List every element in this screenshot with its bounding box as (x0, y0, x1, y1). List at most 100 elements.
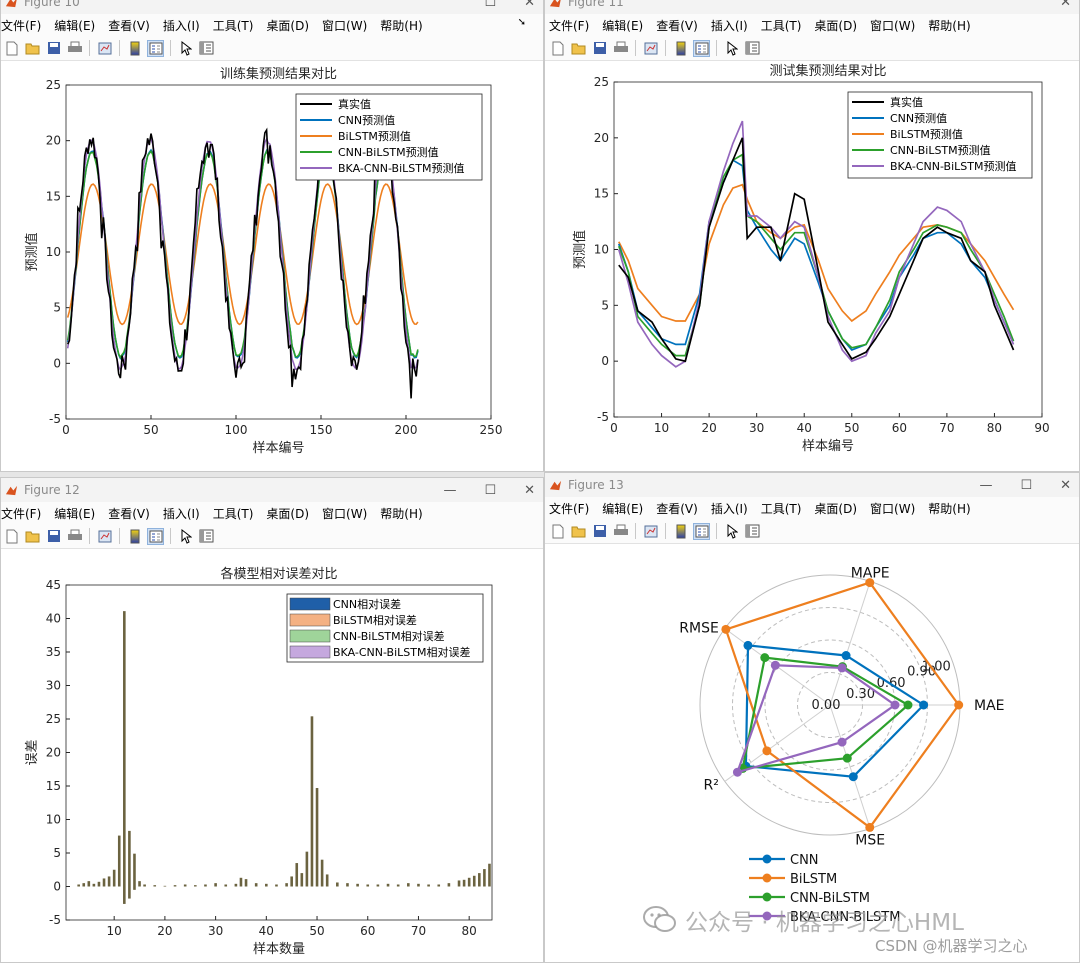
menu-edit[interactable]: 编辑(E) (54, 18, 96, 33)
link-plot-icon[interactable] (642, 523, 659, 540)
dock-arrow-icon[interactable]: ➘ (517, 17, 526, 28)
menu-file[interactable]: 文件(F) (549, 501, 590, 516)
legend-icon[interactable] (693, 39, 710, 57)
title-bar[interactable]: Figure 12 — ☐ ✕ (1, 478, 543, 502)
new-file-icon[interactable] (3, 40, 20, 57)
menu-help[interactable]: 帮助(H) (928, 501, 971, 516)
open-folder-icon[interactable] (570, 40, 587, 57)
menu-insert[interactable]: 插入(I) (710, 501, 748, 516)
menu-file[interactable]: 文件(F) (1, 506, 42, 521)
menu-edit[interactable]: 编辑(E) (602, 18, 644, 33)
menu-bar: 文件(F) 编辑(E) 查看(V) 插入(I) 工具(T) 桌面(D) 窗口(W… (1, 14, 543, 36)
link-plot-icon[interactable] (642, 40, 659, 57)
open-folder-icon[interactable] (570, 523, 587, 540)
menu-desktop[interactable]: 桌面(D) (814, 501, 858, 516)
colorbar-icon[interactable] (672, 523, 689, 540)
radar-spoke (829, 704, 871, 829)
menu-edit[interactable]: 编辑(E) (602, 501, 644, 516)
property-editor-icon[interactable] (198, 40, 215, 57)
link-plot-icon[interactable] (96, 528, 113, 545)
menu-insert[interactable]: 插入(I) (710, 18, 748, 33)
menu-view[interactable]: 查看(V) (656, 18, 698, 33)
save-icon[interactable] (591, 40, 608, 57)
title-bar[interactable]: Figure 13 — ☐ ✕ (545, 473, 1079, 497)
save-icon[interactable] (591, 523, 608, 540)
menu-view[interactable]: 查看(V) (656, 501, 698, 516)
menu-tools[interactable]: 工具(T) (760, 18, 802, 33)
menu-insert[interactable]: 插入(I) (162, 18, 200, 33)
pointer-icon[interactable] (723, 523, 740, 540)
property-editor-icon[interactable] (744, 523, 761, 540)
close-icon[interactable]: ✕ (1060, 477, 1071, 493)
save-icon[interactable] (45, 40, 62, 57)
radial-tick-label: 0.90 (907, 665, 936, 680)
matlab-icon (5, 0, 17, 7)
open-folder-icon[interactable] (24, 528, 41, 545)
legend-marker (762, 873, 772, 883)
menu-window[interactable]: 窗口(W) (322, 18, 368, 33)
open-folder-icon[interactable] (24, 40, 41, 57)
new-file-icon[interactable] (549, 40, 566, 57)
maximize-icon[interactable]: ☐ (484, 0, 497, 10)
pointer-icon[interactable] (177, 40, 194, 57)
legend-marker (762, 911, 772, 921)
menu-insert[interactable]: 插入(I) (162, 506, 200, 521)
menu-desktop[interactable]: 桌面(D) (266, 18, 310, 33)
print-icon[interactable] (66, 40, 83, 57)
menu-help[interactable]: 帮助(H) (928, 18, 971, 33)
cnn-radar-point (848, 772, 858, 782)
print-icon[interactable] (66, 528, 83, 545)
y-axis-label: 预测值 (24, 232, 40, 271)
menu-file[interactable]: 文件(F) (1, 18, 42, 33)
cnnbilstm-radar-point (903, 700, 913, 710)
error-bar (77, 884, 80, 887)
link-plot-icon[interactable] (96, 40, 113, 57)
toolbar-separator (119, 528, 120, 544)
menu-edit[interactable]: 编辑(E) (54, 506, 96, 521)
save-icon[interactable] (45, 528, 62, 545)
menu-file[interactable]: 文件(F) (549, 18, 590, 33)
new-file-icon[interactable] (3, 528, 20, 545)
menu-window[interactable]: 窗口(W) (870, 501, 916, 516)
x-axis-label: 样本数量 (253, 942, 305, 957)
legend-label: CNN-BiLSTM预测值 (890, 144, 991, 157)
close-icon[interactable]: ✕ (524, 482, 535, 498)
menu-tools[interactable]: 工具(T) (212, 506, 254, 521)
menu-view[interactable]: 查看(V) (108, 18, 150, 33)
colorbar-icon[interactable] (672, 40, 689, 57)
legend-icon[interactable] (693, 522, 710, 540)
menu-desktop[interactable]: 桌面(D) (814, 18, 858, 33)
maximize-icon[interactable]: ☐ (484, 482, 497, 498)
error-bar (376, 884, 380, 887)
title-bar[interactable]: Figure 10 ☐ ✕ (1, 0, 543, 14)
title-bar[interactable]: Figure 11 ✕ (545, 0, 1079, 14)
property-editor-icon[interactable] (198, 528, 215, 545)
menu-tools[interactable]: 工具(T) (760, 501, 802, 516)
menu-tools[interactable]: 工具(T) (212, 18, 254, 33)
legend-icon[interactable] (147, 527, 164, 545)
bilstm-radar-line (724, 581, 961, 829)
colorbar-icon[interactable] (126, 40, 143, 57)
print-icon[interactable] (612, 40, 629, 57)
minimize-icon[interactable]: — (443, 482, 457, 498)
property-editor-icon[interactable] (744, 40, 761, 57)
new-file-icon[interactable] (549, 523, 566, 540)
colorbar-icon[interactable] (126, 528, 143, 545)
print-icon[interactable] (612, 523, 629, 540)
menu-window[interactable]: 窗口(W) (870, 18, 916, 33)
y-tick-label: 25 (46, 712, 61, 726)
pointer-icon[interactable] (177, 528, 194, 545)
legend-icon[interactable] (147, 39, 164, 57)
menu-help[interactable]: 帮助(H) (380, 18, 423, 33)
close-icon[interactable]: ✕ (1060, 0, 1071, 10)
x-tick-label: 80 (987, 421, 1002, 435)
close-icon[interactable]: ✕ (524, 0, 535, 10)
pointer-icon[interactable] (723, 40, 740, 57)
menu-view[interactable]: 查看(V) (108, 506, 150, 521)
maximize-icon[interactable]: ☐ (1020, 477, 1033, 493)
error-bar (204, 884, 207, 887)
menu-window[interactable]: 窗口(W) (322, 506, 368, 521)
minimize-icon[interactable]: — (979, 477, 993, 493)
menu-help[interactable]: 帮助(H) (380, 506, 423, 521)
menu-desktop[interactable]: 桌面(D) (266, 506, 310, 521)
